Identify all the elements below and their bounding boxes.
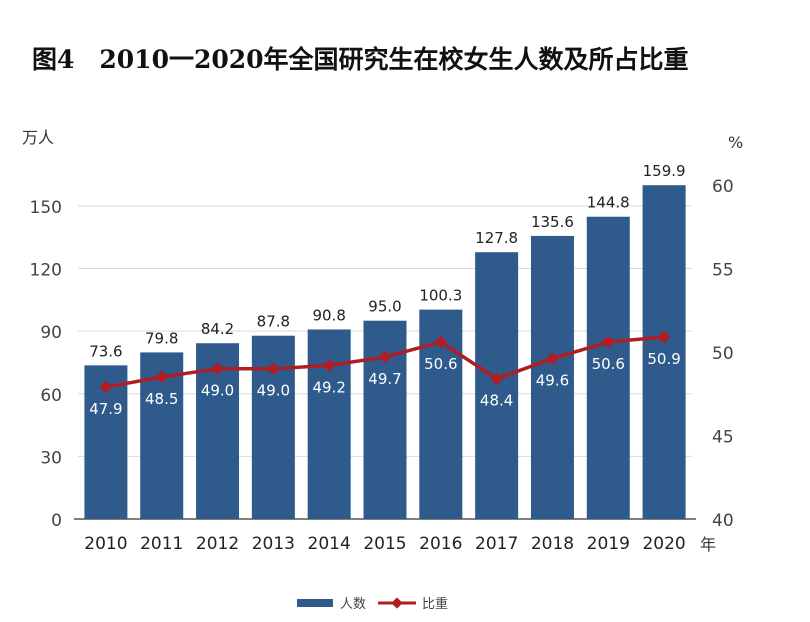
bars-layer (84, 185, 686, 520)
ratio-data-label: 49.0 (201, 382, 234, 400)
x-tick-label: 2010 (84, 534, 127, 554)
bar (307, 329, 351, 519)
x-tick-label: 2012 (196, 534, 239, 554)
bar-data-label: 135.6 (531, 213, 574, 231)
y-left-tick-label: 30 (40, 448, 62, 468)
ratio-point (99, 380, 113, 394)
axes-layer: 万人 % 年 (22, 128, 743, 554)
bar-data-label: 79.8 (145, 329, 178, 347)
bar (586, 216, 630, 520)
ratio-data-label: 47.9 (89, 400, 122, 418)
y-right-tick-label: 55 (712, 261, 734, 281)
x-axis-unit: 年 (700, 535, 716, 554)
y-left-tick-label: 90 (40, 323, 62, 343)
ratio-point (378, 350, 392, 364)
bar-data-label: 159.9 (643, 162, 686, 180)
ratio-point (211, 362, 224, 376)
ratio-point (322, 358, 336, 372)
x-tick-label: 2018 (531, 534, 574, 554)
y-left-tick-label: 0 (51, 511, 62, 531)
ratio-data-label: 49.6 (536, 372, 569, 390)
y-right-tick-label: 45 (712, 428, 734, 448)
bar (530, 235, 574, 519)
bar (363, 320, 407, 519)
bar-data-label: 100.3 (419, 287, 462, 305)
y-left-tick-label: 120 (30, 261, 62, 281)
legend-swatch-bars (297, 599, 333, 607)
x-tick-label: 2013 (252, 534, 295, 554)
ratio-data-label: 50.6 (424, 355, 457, 373)
labels-layer: 73.6 79.8 84.2 87.8 90.8 95.0 100.3 127.8 135.6 1… (84, 162, 685, 554)
grid-layer: 0 30 60 90 120 150 40 45 50 55 60 (30, 177, 734, 531)
x-tick-label: 2011 (140, 534, 183, 554)
bar-data-label: 127.8 (475, 229, 518, 247)
ratio-point (266, 362, 280, 376)
bar-data-label: 73.6 (89, 342, 122, 360)
x-tick-label: 2016 (419, 534, 462, 554)
bar-data-label: 95.0 (368, 298, 401, 316)
y-left-tick-label: 150 (30, 198, 62, 218)
x-tick-label: 2017 (475, 534, 518, 554)
ratio-data-label: 48.5 (145, 390, 178, 408)
ratio-data-label: 49.0 (257, 382, 290, 400)
y-left-tick-label: 60 (40, 386, 62, 406)
y-right-axis-label: % (728, 133, 743, 152)
ratio-data-label: 50.6 (592, 355, 625, 373)
legend-label-line: 比重 (422, 596, 448, 612)
x-tick-label: 2015 (363, 534, 406, 554)
ratio-data-label: 49.7 (368, 370, 401, 388)
legend-label-bars: 人数 (340, 597, 366, 612)
bar (642, 185, 686, 520)
ratio-data-label: 48.4 (480, 392, 513, 410)
legend: 人数 比重 (297, 596, 448, 612)
ratio-point (434, 335, 448, 349)
ratio-point (155, 370, 169, 384)
x-tick-label: 2019 (587, 534, 630, 554)
y-left-axis-label: 万人 (22, 128, 54, 147)
bar-data-label: 90.8 (312, 306, 345, 324)
ratio-point (490, 372, 504, 386)
y-right-tick-label: 60 (712, 177, 734, 197)
y-right-tick-label: 40 (712, 511, 734, 531)
chart-title: 图4 2010一2020年全国研究生在校女生人数及所占比重 (32, 45, 689, 74)
x-tick-label: 2020 (642, 534, 685, 554)
bar-data-label: 144.8 (587, 194, 630, 212)
bar (475, 252, 519, 519)
legend-swatch-marker (391, 597, 403, 609)
y-right-tick-label: 50 (712, 344, 734, 364)
bar-data-label: 87.8 (257, 313, 290, 331)
ratio-data-label: 49.2 (312, 378, 345, 396)
ratio-data-label: 50.9 (647, 350, 680, 368)
x-tick-label: 2014 (308, 534, 351, 554)
bar-data-label: 84.2 (201, 320, 234, 338)
